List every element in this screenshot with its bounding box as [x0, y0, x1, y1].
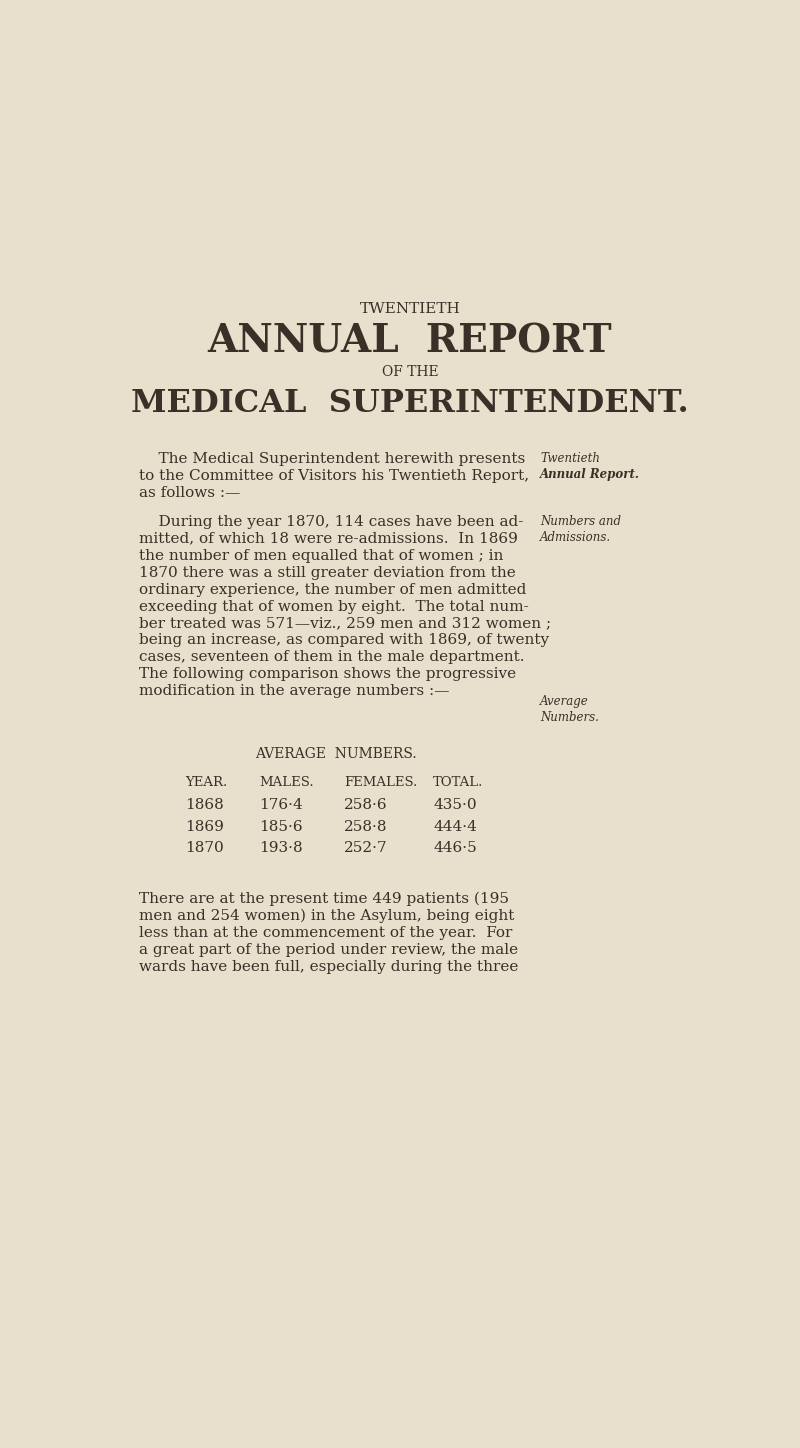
Text: modification in the average numbers :—: modification in the average numbers :—	[138, 685, 450, 698]
Text: a great part of the period under review, the male: a great part of the period under review,…	[138, 943, 518, 957]
Text: YEAR.: YEAR.	[186, 776, 227, 789]
Text: 446·5: 446·5	[434, 841, 477, 856]
Text: MALES.: MALES.	[259, 776, 314, 789]
Text: the number of men equalled that of women ; in: the number of men equalled that of women…	[138, 549, 503, 563]
Text: During the year 1870, 114 cases have been ad-: During the year 1870, 114 cases have bee…	[138, 515, 523, 529]
Text: MEDICAL  SUPERINTENDENT.: MEDICAL SUPERINTENDENT.	[131, 388, 689, 418]
Text: Average: Average	[540, 695, 589, 708]
Text: 185·6: 185·6	[259, 820, 302, 834]
Text: 258·8: 258·8	[344, 820, 388, 834]
Text: men and 254 women) in the Asylum, being eight: men and 254 women) in the Asylum, being …	[138, 909, 514, 924]
Text: to the Committee of Visitors his Twentieth Report,: to the Committee of Visitors his Twentie…	[138, 469, 529, 482]
Text: TOTAL.: TOTAL.	[434, 776, 484, 789]
Text: Annual Report.: Annual Report.	[540, 468, 640, 481]
Text: Admissions.: Admissions.	[540, 531, 611, 544]
Text: FEMALES.: FEMALES.	[344, 776, 418, 789]
Text: wards have been full, especially during the three: wards have been full, especially during …	[138, 960, 518, 975]
Text: There are at the present time 449 patients (195: There are at the present time 449 patien…	[138, 892, 509, 906]
Text: 258·6: 258·6	[344, 798, 388, 812]
Text: OF THE: OF THE	[382, 365, 438, 379]
Text: ordinary experience, the number of men admitted: ordinary experience, the number of men a…	[138, 582, 526, 597]
Text: exceeding that of women by eight.  The total num-: exceeding that of women by eight. The to…	[138, 599, 529, 614]
Text: The Medical Superintendent herewith presents: The Medical Superintendent herewith pres…	[138, 452, 525, 466]
Text: cases, seventeen of them in the male department.: cases, seventeen of them in the male dep…	[138, 650, 524, 665]
Text: Numbers and: Numbers and	[540, 515, 622, 529]
Text: being an increase, as compared with 1869, of twenty: being an increase, as compared with 1869…	[138, 633, 549, 647]
Text: 1870: 1870	[186, 841, 224, 856]
Text: 193·8: 193·8	[259, 841, 302, 856]
Text: 1869: 1869	[186, 820, 224, 834]
Text: 444·4: 444·4	[434, 820, 477, 834]
Text: 435·0: 435·0	[434, 798, 477, 812]
Text: 1868: 1868	[186, 798, 224, 812]
Text: mitted, of which 18 were re-admissions.  In 1869: mitted, of which 18 were re-admissions. …	[138, 531, 518, 546]
Text: Twentieth: Twentieth	[540, 452, 600, 465]
Text: 176·4: 176·4	[259, 798, 302, 812]
Text: TWENTIETH: TWENTIETH	[360, 301, 460, 316]
Text: The following comparison shows the progressive: The following comparison shows the progr…	[138, 668, 516, 681]
Text: 1870 there was a still greater deviation from the: 1870 there was a still greater deviation…	[138, 566, 515, 579]
Text: ber treated was 571—viz., 259 men and 312 women ;: ber treated was 571—viz., 259 men and 31…	[138, 617, 551, 630]
Text: Numbers.: Numbers.	[540, 711, 599, 724]
Text: ANNUAL  REPORT: ANNUAL REPORT	[208, 323, 612, 361]
Text: as follows :—: as follows :—	[138, 485, 240, 500]
Text: 252·7: 252·7	[344, 841, 388, 856]
Text: less than at the commencement of the year.  For: less than at the commencement of the yea…	[138, 925, 512, 940]
Text: AVERAGE  NUMBERS.: AVERAGE NUMBERS.	[255, 747, 417, 762]
